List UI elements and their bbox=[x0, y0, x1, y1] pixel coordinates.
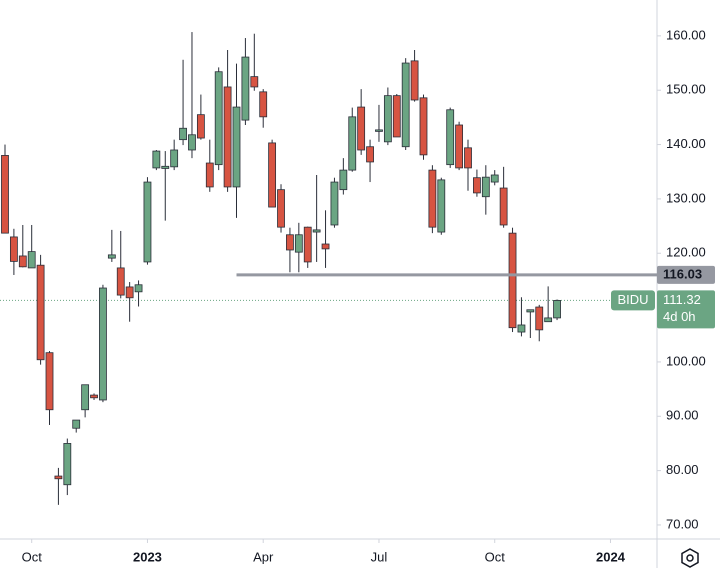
candle-body bbox=[446, 109, 455, 166]
x-tick-label: Oct bbox=[485, 549, 506, 564]
x-tick-label: 2023 bbox=[133, 549, 162, 564]
candle-body bbox=[1, 155, 9, 234]
candle-body bbox=[36, 264, 45, 361]
x-tick-label: 2024 bbox=[596, 549, 626, 564]
candle-body bbox=[143, 181, 152, 263]
price-label: 111.32 bbox=[663, 292, 701, 307]
candle-body bbox=[241, 56, 250, 121]
candle-body bbox=[161, 165, 170, 169]
candle-body bbox=[490, 174, 499, 183]
candle-body bbox=[535, 306, 544, 331]
candle-body bbox=[196, 114, 205, 139]
settings-hexagon[interactable] bbox=[681, 548, 699, 568]
candle-body bbox=[410, 60, 419, 101]
level-label: 116.03 bbox=[663, 266, 702, 281]
candle-body bbox=[544, 317, 553, 323]
candle-body bbox=[45, 352, 54, 411]
y-tick-label: 150.00 bbox=[666, 82, 706, 97]
candle-body bbox=[473, 177, 481, 194]
candle-body bbox=[348, 116, 357, 171]
settings-icon[interactable] bbox=[681, 548, 699, 568]
candle-body bbox=[214, 71, 223, 166]
price-box bbox=[657, 290, 715, 329]
candle-body bbox=[526, 309, 535, 313]
candle-body bbox=[72, 419, 81, 429]
y-tick-label: 130.00 bbox=[666, 190, 706, 205]
candle-body bbox=[330, 181, 339, 226]
candle-body bbox=[232, 106, 241, 188]
candle-body bbox=[286, 234, 294, 251]
candle-body bbox=[553, 300, 561, 319]
candle-body bbox=[179, 127, 187, 141]
candle-body bbox=[294, 234, 303, 253]
candle-body bbox=[321, 243, 330, 250]
candle-body bbox=[63, 443, 72, 486]
candle-body bbox=[383, 95, 392, 143]
y-tick-label: 160.00 bbox=[666, 27, 706, 42]
candle-body bbox=[508, 232, 517, 329]
candle-body bbox=[303, 226, 312, 263]
candle-body bbox=[277, 189, 285, 228]
candle-body bbox=[170, 149, 179, 168]
candle-body bbox=[375, 129, 383, 132]
y-tick-label: 90.00 bbox=[666, 408, 699, 423]
y-tick-label: 80.00 bbox=[666, 462, 699, 477]
y-tick-label: 100.00 bbox=[666, 353, 706, 368]
symbol-box bbox=[611, 290, 655, 311]
candle-body bbox=[116, 267, 125, 296]
y-tick-label: 70.00 bbox=[666, 516, 699, 531]
candle-body bbox=[81, 384, 90, 411]
candle-body bbox=[90, 394, 98, 399]
candle-body bbox=[428, 169, 437, 228]
y-tick-label: 140.00 bbox=[666, 136, 706, 151]
candle-body bbox=[152, 150, 161, 169]
candle-body bbox=[54, 475, 63, 480]
candle-body bbox=[205, 162, 214, 188]
candle-body bbox=[437, 179, 446, 233]
candle-body bbox=[517, 324, 526, 333]
candle-body bbox=[401, 62, 410, 148]
candle-body bbox=[107, 254, 116, 259]
candle-body bbox=[18, 255, 27, 268]
x-tick-label: Oct bbox=[22, 549, 43, 564]
candle-body bbox=[339, 169, 348, 191]
symbol-label: BIDU bbox=[617, 292, 648, 307]
candle-body bbox=[357, 106, 366, 151]
candle-body bbox=[223, 86, 232, 188]
countdown-label: 4d 0h bbox=[663, 309, 696, 324]
candle-body bbox=[455, 124, 464, 169]
candle-body bbox=[134, 284, 143, 293]
candle-body bbox=[99, 287, 107, 401]
level-label-box bbox=[657, 265, 715, 284]
candle-body bbox=[250, 76, 259, 88]
x-tick-label: Apr bbox=[253, 549, 274, 564]
candle-body bbox=[464, 147, 472, 169]
candle-body bbox=[312, 229, 321, 233]
candle-body bbox=[419, 97, 428, 156]
candle-body bbox=[499, 187, 508, 226]
x-tick-label: Jul bbox=[371, 549, 388, 564]
candle-body bbox=[392, 95, 401, 138]
candle-body bbox=[125, 286, 134, 299]
candle-body bbox=[259, 91, 268, 118]
candle-body bbox=[268, 142, 277, 208]
candle-body bbox=[188, 134, 196, 151]
candle-body bbox=[9, 236, 18, 262]
settings-dot[interactable] bbox=[686, 554, 694, 562]
y-tick-label: 120.00 bbox=[666, 245, 706, 260]
candle-body bbox=[366, 146, 374, 163]
candle-body bbox=[27, 251, 36, 269]
candle-body bbox=[481, 176, 490, 198]
